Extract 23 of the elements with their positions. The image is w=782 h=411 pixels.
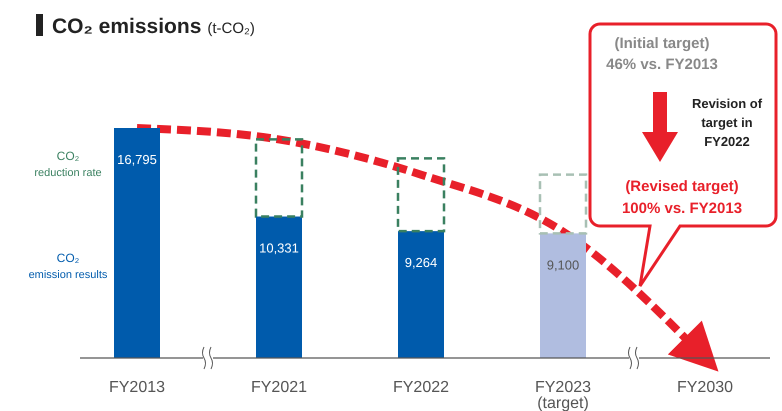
x-tick-label: FY2023 (target) bbox=[534, 379, 592, 411]
data-label: 10,331 bbox=[259, 240, 299, 256]
series-label: CO₂ emission results bbox=[28, 251, 108, 281]
bar bbox=[256, 216, 302, 358]
text: CO₂ emissions bbox=[52, 15, 202, 38]
bar bbox=[398, 231, 444, 358]
bar bbox=[114, 128, 160, 358]
bar bbox=[396, 157, 446, 232]
x-tick-label: FY2030 bbox=[676, 379, 734, 396]
bar bbox=[538, 173, 588, 235]
data-label: 16,795 bbox=[117, 152, 157, 167]
annotation: (Revised target) 100% vs. FY2013 bbox=[622, 178, 742, 217]
data-label: 9,264 bbox=[404, 255, 438, 270]
text: (t-CO₂) bbox=[207, 20, 255, 37]
x-tick-label: FY2022 bbox=[392, 379, 450, 396]
bar bbox=[254, 138, 304, 218]
x-tick-label: FY2013 bbox=[108, 379, 166, 396]
bar bbox=[540, 233, 586, 358]
annotation: (Initial target) 46% vs. FY2013 bbox=[606, 35, 718, 73]
annotation: Revision of target in FY2022 bbox=[692, 96, 763, 149]
x-tick-label: FY2021 bbox=[250, 379, 308, 396]
text: CO₂ reduction rate bbox=[34, 149, 102, 179]
data-label: 9,100 bbox=[546, 257, 580, 272]
